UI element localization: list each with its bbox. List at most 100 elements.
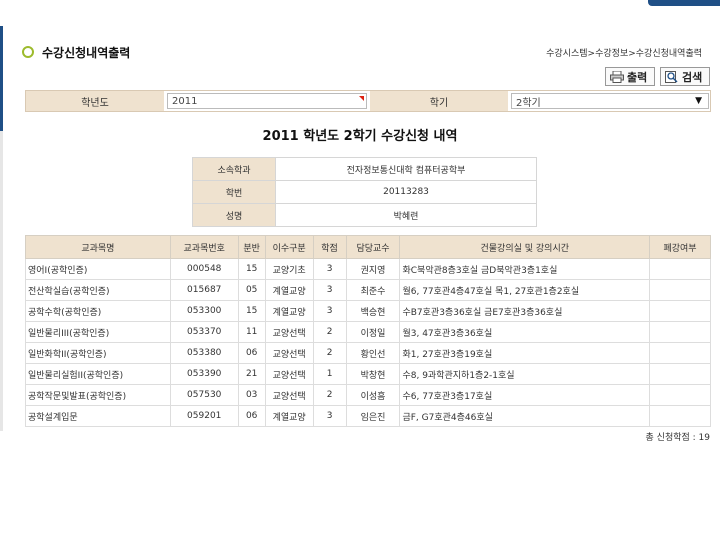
total-credits: 총 신청학점 : 19 <box>645 433 710 443</box>
cell-course-number: 053380 <box>169 342 239 364</box>
column-header: 학점 <box>312 235 347 259</box>
page-title: 수강신청내역출력 <box>42 46 131 60</box>
cell-course-name: 공학작문및발표(공학인증) <box>25 384 171 406</box>
cell-category: 계열교양 <box>264 300 314 322</box>
column-header: 폐강여부 <box>649 235 711 259</box>
cell-course-number: 000548 <box>169 258 239 280</box>
printer-icon <box>610 70 624 83</box>
table-row: 공학작문및발표(공학인증) 057530 03 교양선택 2 이성흠 수6, 7… <box>25 384 711 406</box>
info-label: 학번 <box>192 180 276 204</box>
cell-section: 21 <box>237 363 266 385</box>
cell-section: 15 <box>237 258 266 280</box>
filter-bar: 학년도 2011 학기 2학기 ▼ <box>25 90 711 112</box>
cell-credits: 2 <box>312 342 347 364</box>
cell-course-name: 일반물리실험II(공학인증) <box>25 363 171 385</box>
info-label: 성명 <box>192 203 276 227</box>
cell-section: 05 <box>237 279 266 301</box>
cell-room-time: 월3, 47호관3층36호실 <box>399 321 651 343</box>
bullet-ring-icon <box>22 46 34 58</box>
cell-room-time: 월6, 77호관4층47호실 목1, 27호관1층2호실 <box>399 279 651 301</box>
cell-room-time: 수6, 77호관3층17호실 <box>399 384 651 406</box>
cell-section: 11 <box>237 321 266 343</box>
cell-professor: 황인선 <box>345 342 401 364</box>
table-row: 전산학실습(공학인증) 015687 05 계열교양 3 최준수 월6, 77호… <box>25 279 711 301</box>
left-divider <box>0 131 3 431</box>
cell-room-time: 수B7호관3층36호실 금E7호관3층36호실 <box>399 300 651 322</box>
student-info-table: 소속학과 전자정보통신대학 컴퓨터공학부 학번 20113283 성명 박혜련 <box>192 157 537 227</box>
table-row: 일반물리III(공학인증) 053370 11 교양선택 2 이정일 월3, 4… <box>25 321 711 343</box>
cell-cancelled <box>649 279 711 301</box>
required-marker-icon <box>359 96 364 101</box>
year-label: 학년도 <box>26 91 164 111</box>
page-header: 수강신청내역출력 수강시스템>수강정보>수강신청내역출력 <box>22 42 708 62</box>
cell-course-name: 전산학실습(공학인증) <box>25 279 171 301</box>
cell-category: 계열교양 <box>264 405 314 427</box>
cell-course-number: 053390 <box>169 363 239 385</box>
column-header: 교과목명 <box>25 235 171 259</box>
cell-cancelled <box>649 258 711 280</box>
cell-course-name: 공학설계입문 <box>25 405 171 427</box>
column-header: 담당교수 <box>345 235 401 259</box>
semester-select[interactable]: 2학기 ▼ <box>511 93 709 109</box>
course-table: 교과목명 교과목번호 분반 이수구분 학점 담당교수 건물강의실 및 강의시간 … <box>25 235 711 427</box>
cell-professor: 최준수 <box>345 279 401 301</box>
cell-room-time: 수8, 9과학관지하1층2-1호실 <box>399 363 651 385</box>
cell-category: 계열교양 <box>264 279 314 301</box>
cell-course-number: 053300 <box>169 300 239 322</box>
cell-credits: 3 <box>312 258 347 280</box>
cell-category: 교양선택 <box>264 363 314 385</box>
year-value: 2011 <box>172 95 198 107</box>
report-title: 2011 학년도 2학기 수강신청 내역 <box>262 129 458 144</box>
semester-value: 2학기 <box>516 97 541 109</box>
table-row: 공학수학(공학인증) 053300 15 계열교양 3 백승현 수B7호관3층3… <box>25 300 711 322</box>
cell-professor: 이정일 <box>345 321 401 343</box>
cell-room-time: 화1, 27호관3층19호실 <box>399 342 651 364</box>
cell-cancelled <box>649 300 711 322</box>
cell-category: 교양선택 <box>264 384 314 406</box>
cell-category: 교양기초 <box>264 258 314 280</box>
info-value: 전자정보통신대학 컴퓨터공학부 <box>275 157 537 181</box>
semester-label: 학기 <box>370 91 508 111</box>
left-accent-strip <box>0 26 3 131</box>
cell-course-number: 057530 <box>169 384 239 406</box>
cell-course-name: 영어I(공학인증) <box>25 258 171 280</box>
cell-course-number: 053370 <box>169 321 239 343</box>
column-header: 교과목번호 <box>169 235 239 259</box>
cell-cancelled <box>649 342 711 364</box>
cell-credits: 3 <box>312 405 347 427</box>
cell-room-time: 화C북악관8층3호실 금D북악관3층1호실 <box>399 258 651 280</box>
cell-course-name: 일반물리III(공학인증) <box>25 321 171 343</box>
print-button[interactable]: 출력 <box>605 67 655 86</box>
cell-credits: 3 <box>312 300 347 322</box>
year-input[interactable]: 2011 <box>167 93 367 109</box>
info-label: 소속학과 <box>192 157 276 181</box>
cell-section: 06 <box>237 342 266 364</box>
top-bar <box>648 0 720 6</box>
cell-room-time: 금F, G7호관4층46호실 <box>399 405 651 427</box>
info-value: 20113283 <box>275 180 537 204</box>
column-header: 분반 <box>237 235 266 259</box>
cell-cancelled <box>649 363 711 385</box>
search-label: 검색 <box>682 70 703 84</box>
search-icon <box>665 70 678 83</box>
cell-professor: 백승현 <box>345 300 401 322</box>
breadcrumb: 수강시스템>수강정보>수강신청내역출력 <box>546 49 702 59</box>
search-button[interactable]: 검색 <box>660 67 710 86</box>
cell-section: 06 <box>237 405 266 427</box>
cell-credits: 2 <box>312 384 347 406</box>
column-header: 이수구분 <box>264 235 314 259</box>
dropdown-arrow-icon: ▼ <box>695 96 702 106</box>
table-header-row: 교과목명 교과목번호 분반 이수구분 학점 담당교수 건물강의실 및 강의시간 … <box>25 235 711 259</box>
cell-professor: 박창현 <box>345 363 401 385</box>
cell-section: 03 <box>237 384 266 406</box>
cell-course-number: 059201 <box>169 405 239 427</box>
cell-cancelled <box>649 321 711 343</box>
cell-cancelled <box>649 384 711 406</box>
print-label: 출력 <box>627 70 648 84</box>
table-row: 일반물리실험II(공학인증) 053390 21 교양선택 1 박창현 수8, … <box>25 363 711 385</box>
cell-section: 15 <box>237 300 266 322</box>
cell-category: 교양선택 <box>264 321 314 343</box>
table-row: 영어I(공학인증) 000548 15 교양기초 3 권지영 화C북악관8층3호… <box>25 258 711 280</box>
column-header: 건물강의실 및 강의시간 <box>399 235 651 259</box>
cell-course-name: 공학수학(공학인증) <box>25 300 171 322</box>
